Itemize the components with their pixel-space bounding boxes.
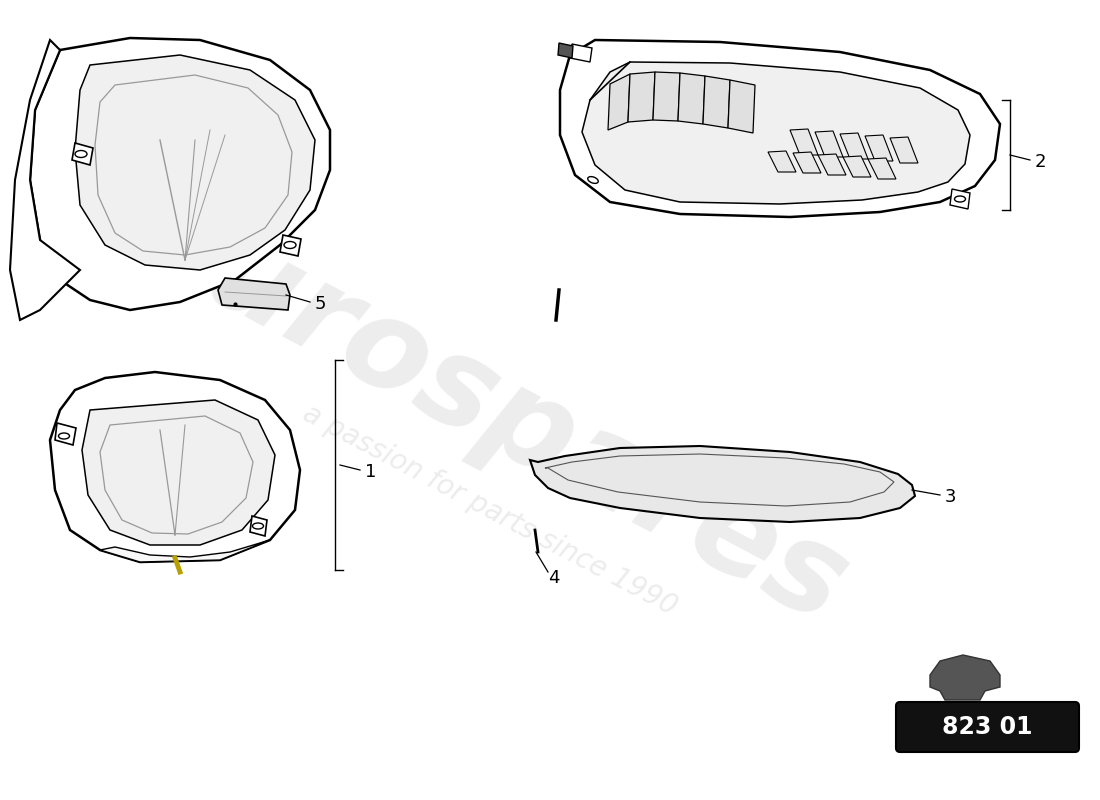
Polygon shape <box>530 446 915 522</box>
Polygon shape <box>930 655 1000 700</box>
Polygon shape <box>608 74 630 130</box>
Text: 1: 1 <box>365 463 376 481</box>
Polygon shape <box>868 158 896 179</box>
Text: eurospares: eurospares <box>112 171 867 649</box>
Text: a passion for parts since 1990: a passion for parts since 1990 <box>298 399 682 621</box>
Polygon shape <box>558 43 573 58</box>
Polygon shape <box>250 516 267 536</box>
Polygon shape <box>50 372 300 562</box>
Text: 5: 5 <box>315 295 327 313</box>
Polygon shape <box>82 400 275 545</box>
Polygon shape <box>628 72 654 122</box>
Polygon shape <box>75 55 315 270</box>
Polygon shape <box>55 423 76 445</box>
Polygon shape <box>218 278 290 310</box>
Ellipse shape <box>58 433 69 439</box>
Polygon shape <box>818 154 846 175</box>
Text: 4: 4 <box>548 569 560 587</box>
Polygon shape <box>768 151 796 172</box>
Ellipse shape <box>587 177 598 183</box>
Polygon shape <box>653 72 680 121</box>
Polygon shape <box>843 156 871 177</box>
Polygon shape <box>728 80 755 133</box>
Polygon shape <box>280 235 301 256</box>
FancyBboxPatch shape <box>896 702 1079 752</box>
Polygon shape <box>10 40 80 320</box>
Polygon shape <box>582 62 970 204</box>
Ellipse shape <box>253 523 264 529</box>
Polygon shape <box>815 131 843 157</box>
Polygon shape <box>703 76 730 128</box>
Polygon shape <box>793 152 821 173</box>
Text: 823 01: 823 01 <box>942 715 1032 739</box>
Ellipse shape <box>955 196 966 202</box>
Polygon shape <box>570 44 592 62</box>
Polygon shape <box>30 38 330 310</box>
Polygon shape <box>560 40 1000 217</box>
Polygon shape <box>950 189 970 209</box>
Polygon shape <box>865 135 893 161</box>
Polygon shape <box>678 73 705 124</box>
Polygon shape <box>790 129 818 155</box>
Polygon shape <box>72 143 94 165</box>
Ellipse shape <box>284 242 296 249</box>
Text: 2: 2 <box>1035 153 1046 171</box>
Ellipse shape <box>75 150 87 158</box>
Polygon shape <box>840 133 868 159</box>
Polygon shape <box>100 540 270 562</box>
Polygon shape <box>890 137 918 163</box>
Text: 3: 3 <box>945 488 957 506</box>
